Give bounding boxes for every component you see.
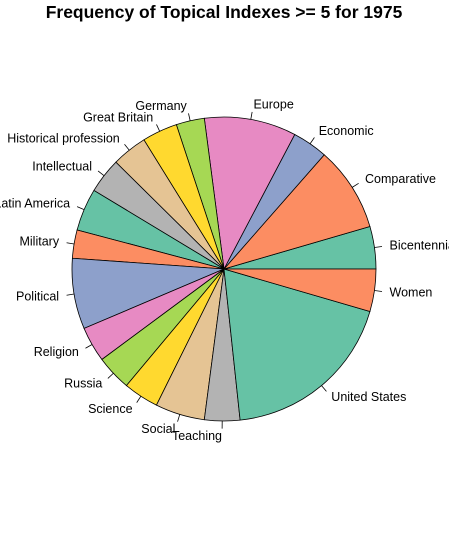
label-tick-military (66, 242, 75, 245)
slice-label-political: Political (16, 290, 59, 304)
label-tick-russia (107, 372, 114, 379)
slice-label-russia: Russia (64, 377, 102, 391)
slice-label-social: Social (141, 422, 175, 436)
label-tick-comparative (352, 182, 359, 188)
slice-label-germany: Germany (135, 99, 187, 113)
slice-women (223, 268, 377, 313)
slice-labels: Bicentennial Comparative Economic Europe Ger… (0, 97, 449, 443)
label-tick-religion (85, 344, 93, 349)
slice-label-teaching: Teaching (172, 429, 222, 443)
slice-label-science: Science (88, 402, 133, 416)
label-tick-united-states (321, 385, 327, 392)
label-tick-social (177, 414, 181, 422)
slice-united-states (223, 268, 371, 421)
slice-label-intellectual: Intellectual (32, 159, 92, 173)
label-tick-germany (188, 113, 191, 121)
label-tick-political (66, 293, 75, 296)
slice-label-united-states: United States (331, 390, 406, 404)
slice-label-bicentennial: Bicentennial (390, 238, 449, 252)
slice-label-latin-america: Latin America (0, 197, 70, 211)
label-tick-europe (250, 111, 253, 120)
slice-comparative (222, 154, 371, 270)
slice-label-military: Military (19, 234, 59, 248)
label-tick-great-britain (156, 124, 161, 132)
label-tick-economic (309, 137, 315, 144)
label-tick-intellectual (97, 170, 105, 176)
pie-slices (71, 116, 377, 422)
slice-label-comparative: Comparative (365, 172, 436, 186)
label-tick-historical-profession (124, 143, 130, 151)
slice-label-religion: Religion (34, 345, 79, 359)
label-tick-women (374, 290, 383, 292)
slice-label-historical-profession: Historical profession (7, 131, 120, 145)
slice-label-economic: Economic (319, 124, 374, 138)
slice-label-europe: Europe (253, 97, 293, 111)
label-tick-bicentennial (374, 246, 383, 248)
chart-title: Frequency of Topical Indexes >= 5 for 19… (46, 2, 403, 22)
label-tick-latin-america (76, 206, 85, 210)
slice-label-women: Women (390, 286, 433, 300)
slice-label-great-britain: Great Britain (83, 111, 153, 125)
label-tick-science (136, 396, 142, 403)
